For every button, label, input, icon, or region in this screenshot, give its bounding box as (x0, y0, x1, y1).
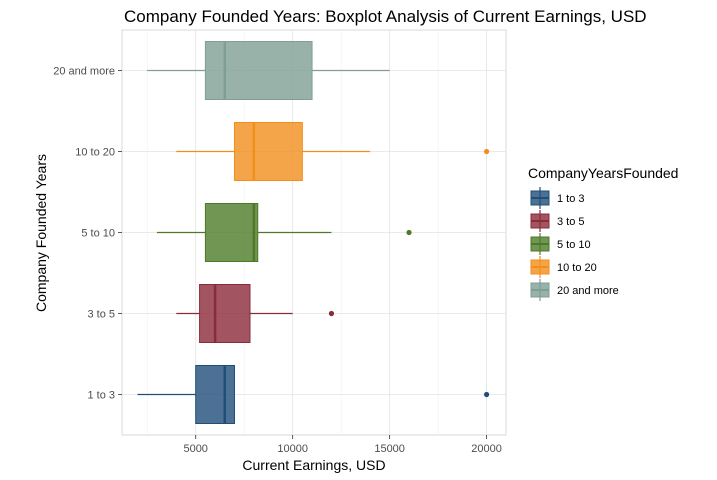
y-axis-ticks: 1 to 3 3 to 5 5 to 10 10 to 20 20 and more (53, 66, 122, 402)
y-tick-label: 1 to 3 (87, 390, 115, 402)
legend-item: 1 to 3 (530, 187, 585, 209)
legend-item: 20 and more (530, 279, 619, 301)
legend-item: 10 to 20 (530, 256, 597, 278)
legend-label: 1 to 3 (557, 193, 585, 205)
box-iqr (195, 365, 235, 424)
box-3-to-5 (176, 284, 335, 343)
y-tick-label: 5 to 10 (81, 228, 115, 240)
x-axis-ticks: 5000 10000 15000 20000 (183, 435, 502, 455)
legend: CompanyYearsFounded 1 to 3 3 to 5 5 to 10 1… (528, 165, 678, 301)
legend-label: 10 to 20 (557, 262, 597, 274)
box-iqr (204, 203, 259, 262)
box-10-to-20 (176, 122, 490, 181)
y-tick-label: 20 and more (53, 66, 115, 78)
legend-title: CompanyYearsFounded (528, 165, 678, 181)
outlier-point (406, 229, 412, 236)
y-tick-label: 10 to 20 (75, 147, 115, 159)
outlier-point (328, 310, 335, 317)
box-iqr (199, 284, 251, 343)
box-5-to-10 (156, 203, 412, 262)
box-1-to-3 (137, 365, 490, 424)
legend-label: 5 to 10 (557, 239, 591, 251)
legend-label: 3 to 5 (557, 216, 585, 228)
x-tick-label: 5000 (183, 443, 207, 455)
box-group (137, 41, 490, 424)
y-axis-title: Company Founded Years (33, 154, 49, 312)
x-tick-label: 20000 (471, 443, 502, 455)
x-tick-label: 15000 (374, 443, 405, 455)
box-iqr (204, 41, 313, 100)
legend-item: 5 to 10 (530, 233, 591, 255)
box-iqr (233, 122, 303, 181)
y-tick-label: 3 to 5 (87, 309, 115, 321)
chart-title: Company Founded Years: Boxplot Analysis … (124, 7, 647, 26)
outlier-point (484, 391, 490, 398)
outlier-point (484, 148, 490, 155)
box-20-and-more (147, 41, 390, 100)
x-axis-title: Current Earnings, USD (242, 457, 385, 473)
legend-item: 3 to 5 (530, 210, 585, 232)
legend-label: 20 and more (557, 285, 619, 297)
x-tick-label: 10000 (277, 443, 308, 455)
